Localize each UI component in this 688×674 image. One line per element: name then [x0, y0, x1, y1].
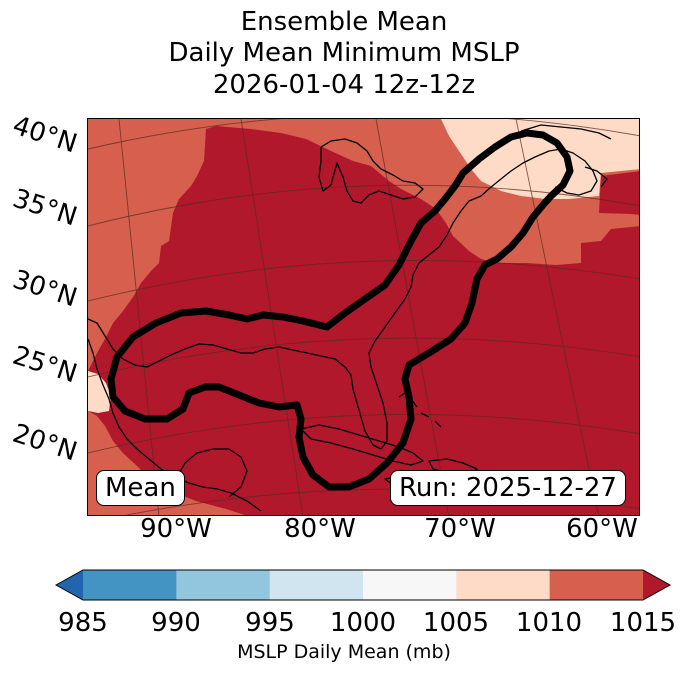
lon-label-80w: 80°W	[284, 514, 356, 544]
lat-label-35n: 35°N	[8, 183, 81, 233]
coastline-mexico	[88, 338, 262, 512]
colorbar-tick-990: 990	[151, 608, 201, 638]
colorbar-label: MSLP Daily Mean (mb)	[237, 641, 451, 663]
graticule-30n	[88, 260, 639, 302]
lat-label-30n: 30°N	[8, 264, 81, 314]
title-line-2: Daily Mean Minimum MSLP	[168, 38, 520, 68]
map-panel: Mean Run: 2025-12-27	[87, 118, 640, 516]
colorbar-tick-1015: 1015	[609, 608, 677, 638]
coastline-great-lakes	[318, 138, 424, 204]
run-date-box: Run: 2025-12-27	[390, 470, 626, 506]
highlight-contour	[107, 129, 574, 491]
lon-label-60w: 60°W	[566, 514, 638, 544]
colorbar-segments	[56, 570, 670, 600]
colorbar-tick-1010: 1010	[515, 608, 583, 638]
colorbar-outline	[54, 569, 672, 601]
colorbar-extend-high	[643, 570, 670, 600]
colorbar-tick-1005: 1005	[422, 608, 490, 638]
field-1000-1005-west	[88, 371, 111, 413]
lon-label-70w: 70°W	[424, 514, 496, 544]
colorbar-tick-1000: 1000	[329, 608, 397, 638]
graticule-20n	[88, 414, 639, 454]
mean-label-box: Mean	[96, 470, 185, 506]
graticule-40n	[88, 119, 639, 150]
lat-label-20n: 20°N	[8, 418, 81, 468]
colorbar-segment-1000	[363, 570, 457, 600]
colorbar-segment-990	[176, 570, 271, 600]
coastline-gulf-st-lawrence	[520, 124, 612, 188]
title-line-3: 2026-01-04 12z-12z	[212, 70, 476, 100]
colorbar-segment-1010	[549, 570, 644, 600]
coastline-gulf	[88, 200, 470, 450]
colorbar-segment-1005	[456, 570, 551, 600]
graticule-90w	[118, 119, 160, 515]
colorbar-segment-985	[83, 570, 177, 600]
lat-label-40n: 40°N	[8, 110, 81, 160]
graticule-70w	[375, 119, 450, 515]
coastline-yucatan	[176, 448, 248, 498]
lon-label-90w: 90°W	[140, 514, 212, 544]
graticule-35n	[88, 184, 639, 227]
graticule-60w	[515, 119, 600, 515]
colorbar-segment-995	[269, 570, 364, 600]
colorbar-tick-985: 985	[58, 608, 108, 638]
field-1000-1005-northeast	[441, 119, 639, 199]
coastline-cuba	[300, 424, 424, 466]
lat-label-25n: 25°N	[8, 340, 81, 390]
colorbar-tick-995: 995	[245, 608, 295, 638]
colorbar-extend-low	[56, 570, 83, 600]
title-line-1: Ensemble Mean	[240, 7, 448, 37]
pressure-map	[88, 119, 639, 515]
